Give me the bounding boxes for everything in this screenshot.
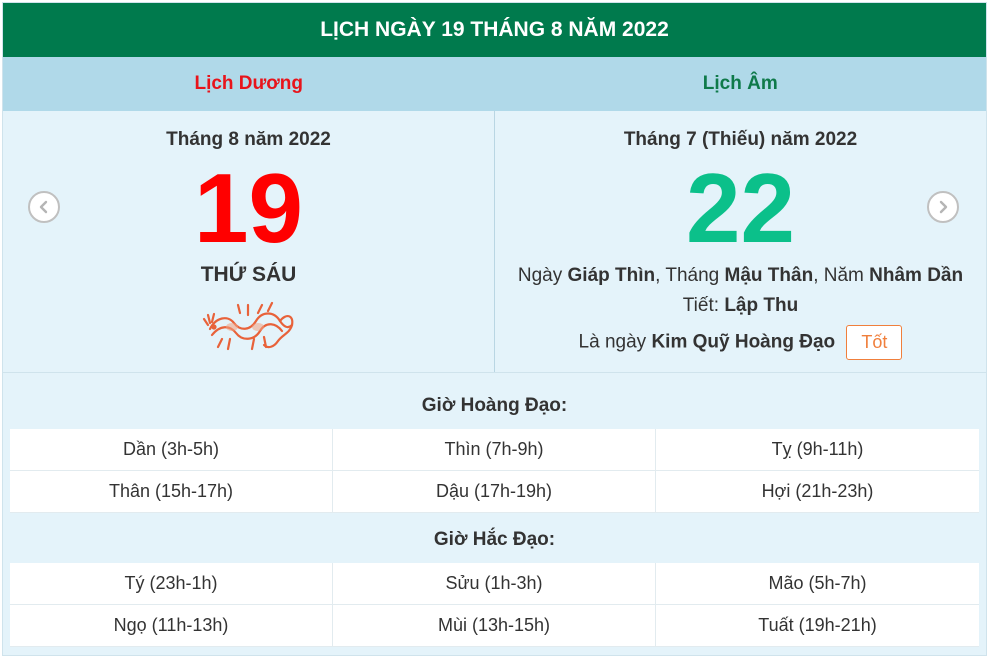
good-hour-cell: Dậu (17h-19h) [333,471,656,513]
ngay-value: Giáp Thìn [567,265,656,286]
tab-solar[interactable]: Lịch Dương [3,57,495,111]
calendar-title-text: LỊCH NGÀY 19 THÁNG 8 NĂM 2022 [320,18,669,41]
nam-value: Nhâm Dần [869,265,964,286]
bad-hours-title: Giờ Hắc Đạo: [433,529,556,550]
good-hour-cell: Dần (3h-5h) [10,429,333,471]
can-chi-line: Ngày Giáp Thìn, Tháng Mậu Thân, Năm Nhâm… [495,265,986,287]
solar-panel: Tháng 8 năm 2022 19 THỨ SÁU [3,111,495,372]
ngay-prefix: Ngày [517,265,568,286]
bad-hour-cell: Tý (23h-1h) [10,563,333,605]
calendar-title: LỊCH NGÀY 19 THÁNG 8 NĂM 2022 [3,3,986,57]
tab-lunar-label: Lịch Âm [702,73,778,94]
lunar-month-line: Tháng 7 (Thiếu) năm 2022 [623,129,858,150]
la-ngay-value: Kim Quỹ Hoàng Đạo [651,331,836,353]
calendar-tabs: Lịch Dương Lịch Âm [3,57,986,111]
solar-month-line: Tháng 8 năm 2022 [166,129,331,150]
hours-section: Giờ Hoàng Đạo: Dần (3h-5h) Thìn (7h-9h) … [3,373,986,647]
chevron-right-icon [939,200,948,214]
good-hours-title: Giờ Hoàng Đạo: [421,395,568,416]
bad-hour-cell: Mùi (13h-15h) [333,605,656,647]
dragon-icon [202,295,296,353]
tab-solar-label: Lịch Dương [194,73,304,94]
good-hour-cell: Thìn (7h-9h) [333,429,656,471]
weekday-label: THỨ SÁU [200,263,297,286]
lunar-panel: Tháng 7 (Thiếu) năm 2022 22 Ngày Giáp Th… [495,111,986,372]
solar-day-number: 19 [193,153,303,263]
good-hour-cell: Thân (15h-17h) [10,471,333,513]
good-day-badge: Tốt [846,325,903,360]
tab-lunar[interactable]: Lịch Âm [495,57,987,111]
chevron-left-icon [39,200,48,214]
bad-hour-cell: Ngọ (11h-13h) [10,605,333,647]
tiet-value: Lập Thu [724,295,799,316]
bad-hour-cell: Tuất (19h-21h) [656,605,979,647]
bad-hour-cell: Sửu (1h-3h) [333,563,656,605]
bad-hour-cell: Mão (5h-7h) [656,563,979,605]
good-hours-grid: Dần (3h-5h) Thìn (7h-9h) Tỵ (9h-11h) Thâ… [10,429,979,513]
lunar-day-number: 22 [685,153,795,263]
thang-value: Mậu Thân [724,265,814,286]
nam-prefix: , Năm [813,265,870,286]
day-panels: Tháng 8 năm 2022 19 THỨ SÁU [3,111,986,373]
bad-hours-grid: Tý (23h-1h) Sửu (1h-3h) Mão (5h-7h) Ngọ … [10,563,979,647]
good-hour-cell: Tỵ (9h-11h) [656,429,979,471]
good-hour-cell: Hợi (21h-23h) [656,471,979,513]
next-day-button[interactable] [927,191,959,223]
la-ngay-prefix: Là ngày [578,331,652,353]
la-ngay-line: Là ngày Kim Quỹ Hoàng Đạo Tốt [495,325,986,360]
thang-prefix: , Tháng [655,265,725,286]
tiet-prefix: Tiết: [682,295,725,316]
tiet-line: Tiết: Lập Thu [495,295,986,317]
prev-day-button[interactable] [28,191,60,223]
